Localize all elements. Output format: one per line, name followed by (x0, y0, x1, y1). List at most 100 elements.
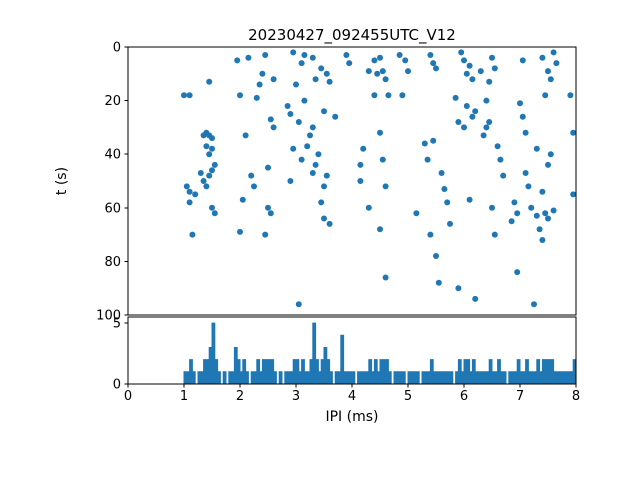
scatter-point (486, 119, 493, 125)
scatter-point (550, 49, 557, 56)
scatter-y-tick-label: 20 (104, 94, 121, 109)
x-tick-label: 5 (404, 389, 412, 404)
scatter-point (259, 70, 266, 77)
scatter-point (377, 226, 383, 233)
scatter-point (491, 65, 498, 72)
scatter-point (489, 204, 495, 211)
scatter-point (371, 92, 378, 99)
scatter-point (547, 151, 554, 158)
scatter-point (382, 183, 389, 190)
scatter-point (295, 119, 302, 125)
scatter-point (301, 52, 308, 58)
scatter-point (545, 215, 551, 222)
x-tick-label: 0 (124, 389, 132, 404)
scatter-point (290, 49, 297, 56)
scatter-point (550, 207, 557, 214)
scatter-point (553, 60, 560, 67)
scatter-point (189, 231, 196, 238)
scatter-point (472, 108, 479, 115)
scatter-y-tick-label: 0 (113, 41, 121, 56)
scatter-point (547, 76, 554, 83)
scatter-point (455, 119, 462, 125)
hist-y-tick-label: 0 (113, 378, 121, 393)
scatter-point (209, 167, 215, 174)
scatter-point (463, 103, 470, 109)
scatter-point (413, 210, 420, 217)
scatter-point (514, 269, 521, 276)
scatter-point (469, 113, 476, 120)
scatter-point (483, 97, 490, 104)
scatter-point (441, 186, 448, 192)
scatter-point (323, 172, 330, 179)
histogram-path (128, 322, 577, 385)
scatter-point (318, 65, 325, 72)
x-axis-label: IPI (ms) (325, 409, 378, 425)
scatter-point (508, 218, 515, 225)
scatter-point (365, 204, 372, 211)
scatter-point (480, 132, 487, 139)
scatter-point (533, 212, 540, 219)
scatter-point (430, 137, 437, 144)
scatter-point (209, 135, 215, 142)
scatter-point (525, 183, 532, 190)
scatter-point (477, 68, 484, 75)
scatter-point (514, 210, 521, 217)
scatter-point (424, 156, 431, 163)
x-tick-label: 3 (292, 389, 300, 404)
scatter-point (539, 54, 546, 61)
scatter-point (374, 70, 381, 77)
scatter-point (307, 132, 313, 139)
scatter-point (270, 124, 277, 131)
scatter-y-tick-label: 40 (104, 148, 121, 163)
scatter-point (301, 97, 308, 104)
scatter-point (211, 161, 218, 168)
scatter-point (346, 60, 353, 67)
scatter-point (382, 274, 389, 281)
scatter-point (265, 164, 271, 171)
scatter-point (469, 76, 476, 83)
scatter-point (385, 92, 392, 99)
scatter-point (466, 62, 473, 69)
scatter-point (427, 52, 434, 58)
scatter-point (435, 279, 442, 286)
scatter-point (483, 124, 490, 131)
scatter-point (371, 57, 378, 64)
scatter-point (402, 57, 409, 64)
scatter-point (206, 151, 213, 158)
scatter-point (458, 49, 465, 56)
x-tick-label: 1 (180, 389, 188, 404)
chart-title: 20230427_092455UTC_V12 (248, 26, 456, 45)
scatter-point (519, 57, 526, 64)
scatter-point (517, 100, 523, 107)
scatter-point (298, 156, 305, 163)
scatter-point (237, 228, 243, 235)
scatter-point (326, 78, 333, 85)
scatter-point (206, 172, 213, 179)
scatter-point (245, 54, 252, 61)
scatter-point (237, 92, 243, 99)
scatter-point (461, 124, 467, 131)
scatter-point (203, 183, 210, 190)
scatter-point (332, 113, 339, 120)
scatter-point (298, 60, 305, 67)
scatter-axes-frame (127, 46, 577, 316)
scatter-series (181, 49, 577, 308)
scatter-y-tick-label: 80 (104, 255, 121, 270)
scatter-point (234, 57, 241, 64)
scatter-point (267, 210, 274, 217)
scatter-point (570, 191, 577, 198)
scatter-point (186, 92, 193, 99)
scatter-point (256, 81, 263, 88)
y-axis-label: t (s) (54, 167, 70, 195)
scatter-point (497, 156, 504, 163)
scatter-point (461, 57, 467, 64)
scatter-point (186, 199, 193, 206)
scatter-point (377, 54, 383, 61)
scatter-point (321, 183, 327, 190)
scatter-point (447, 220, 453, 227)
scatter-point (265, 204, 271, 211)
scatter-point (293, 81, 299, 88)
histogram-axes-frame (127, 316, 577, 385)
scatter-point (183, 183, 190, 190)
scatter-point (463, 70, 470, 77)
